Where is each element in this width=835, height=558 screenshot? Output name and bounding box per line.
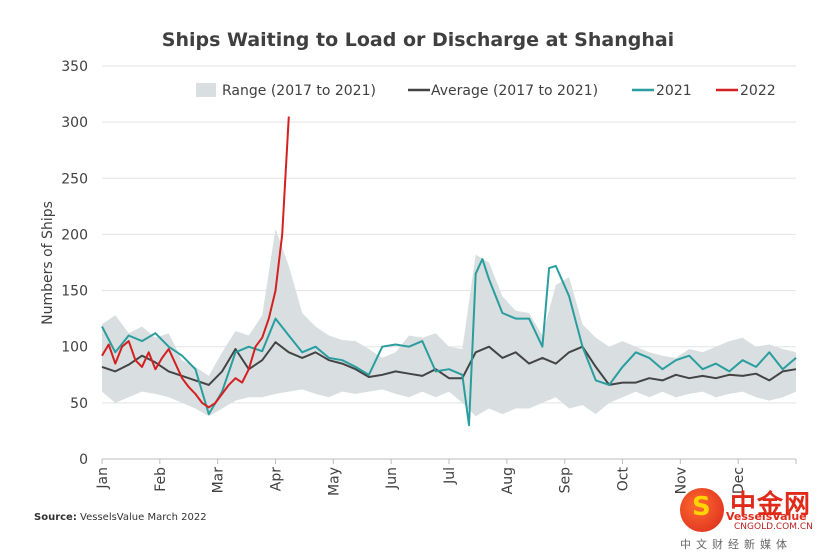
- x-tick-label: Feb: [153, 467, 169, 492]
- watermark-brand: 中金网: [730, 490, 812, 520]
- y-tick-label: 0: [79, 452, 88, 468]
- x-tick-label: Aug: [500, 467, 516, 494]
- y-tick-label: 150: [61, 284, 88, 300]
- x-axis-ticks: Jan Feb Mar Apr May Jun Jul Aug Sep Oct Nov Dec: [95, 459, 797, 496]
- y-axis-label: Numbers of Ships: [40, 201, 56, 325]
- series-line-2021: [101, 258, 797, 427]
- y-tick-label: 50: [70, 396, 88, 412]
- x-tick-label: May: [326, 467, 342, 496]
- y-tick-label: 350: [61, 59, 88, 75]
- x-tick-label: Nov: [673, 467, 689, 494]
- watermark-tagline: 中文财经新媒体: [680, 538, 792, 551]
- y-tick-label: 300: [61, 115, 88, 131]
- series-line-average-2017-to-2021: [101, 341, 797, 386]
- watermark-site: CNGOLD.COM.CN: [734, 522, 813, 532]
- y-axis-ticks: 0 50 100 150 200 250 300 350: [61, 59, 88, 468]
- x-tick-label: Apr: [269, 467, 285, 491]
- source-label: Source:: [34, 512, 77, 523]
- x-tick-label: Jun: [384, 467, 400, 490]
- series-range-band: [102, 228, 796, 417]
- x-tick-label: Jan: [95, 467, 111, 490]
- y-tick-label: 100: [61, 340, 88, 356]
- source-note: Source: VesselsValue March 2022: [34, 512, 207, 523]
- series-line-2022: [101, 116, 290, 409]
- source-text: VesselsValue March 2022: [80, 512, 207, 523]
- x-tick-label: Dec: [731, 467, 747, 494]
- y-tick-label: 200: [61, 227, 88, 243]
- legend-swatch: [196, 83, 216, 97]
- x-tick-label: Mar: [211, 467, 227, 494]
- chart-title: Ships Waiting to Load or Discharge at Sh…: [162, 29, 674, 51]
- legend-label: Range (2017 to 2021): [222, 83, 376, 99]
- watermark-overlay: VesselsValue: [726, 510, 807, 523]
- watermark: S 中金网 VesselsValue CNGOLD.COM.CN 中文财经新媒体: [676, 484, 826, 554]
- x-tick-label: Jul: [442, 467, 458, 485]
- series-layer: [101, 116, 797, 427]
- legend: Range (2017 to 2021) Average (2017 to 202…: [196, 83, 776, 99]
- legend-label: 2022: [740, 83, 776, 99]
- legend-label: Average (2017 to 2021): [431, 83, 598, 99]
- watermark-logo-icon: S: [680, 488, 724, 532]
- x-tick-label: Oct: [616, 467, 632, 492]
- y-tick-label: 250: [61, 171, 88, 187]
- x-tick-label: Sep: [558, 467, 574, 494]
- legend-label: 2021: [656, 83, 692, 99]
